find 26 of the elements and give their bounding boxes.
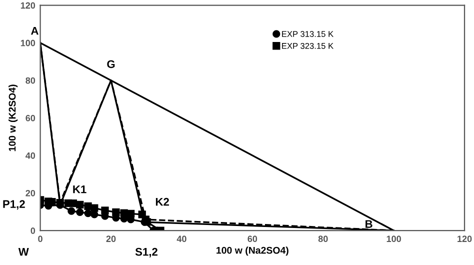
y-tick-label: 120 xyxy=(20,2,36,9)
y-tick-label: 20 xyxy=(26,190,36,196)
annotation: K2 xyxy=(156,198,169,206)
x-tick-label: 60 xyxy=(248,236,258,242)
annotation: A xyxy=(31,26,38,35)
y-tick-label: 100 xyxy=(20,40,36,46)
x-tick-label: 20 xyxy=(106,236,116,242)
annotation: B xyxy=(366,220,372,228)
annotation: K1 xyxy=(73,186,86,194)
x-tick-label: 0 xyxy=(38,236,42,242)
y-tick-label: 80 xyxy=(26,77,36,84)
legend-label: EXP 313.15 K xyxy=(282,31,334,37)
y-tick-label: 40 xyxy=(26,152,36,159)
annotation: S1,2 xyxy=(135,248,158,258)
x-tick-label: 40 xyxy=(176,236,186,242)
legend-label: EXP 323.15 K xyxy=(282,42,334,49)
annotation: P1,2 xyxy=(3,200,25,210)
y-tick-label: 60 xyxy=(26,114,36,122)
x-tick-label: 80 xyxy=(318,236,328,242)
x-tick-label: 100 xyxy=(386,236,401,242)
x-tick-label: 120 xyxy=(458,236,472,242)
y-axis-title: 100 w (K2SO4) xyxy=(8,84,18,152)
annotation: G xyxy=(107,60,115,68)
x-axis-title: 100 w (Na2SO4) xyxy=(216,246,288,256)
text: W xyxy=(18,248,29,256)
y-tick-label: 0 xyxy=(30,228,36,234)
